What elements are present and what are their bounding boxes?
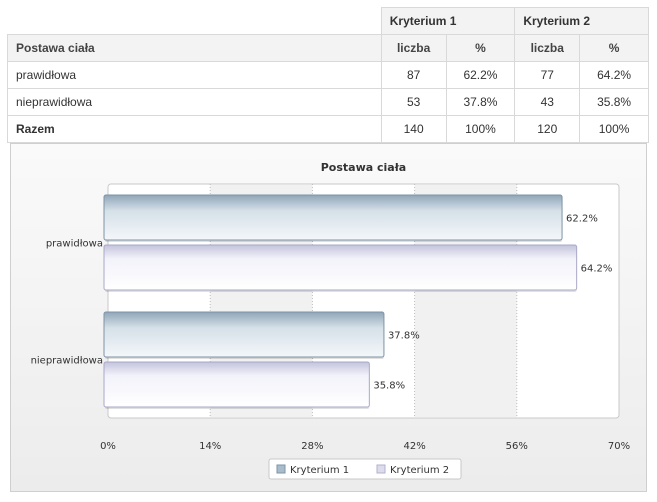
- chart-panel: 0% 14% 28% 42% 56% 70% prawidłowa 62.2% 64.2% nie…: [10, 143, 647, 492]
- col-header-k1-count: liczba: [380, 34, 447, 62]
- table-row-total: Razem 140 100% 120 100%: [7, 115, 649, 143]
- legend: Kryterium 1 Kryterium 2: [268, 458, 462, 480]
- bar: [103, 361, 370, 408]
- bar: [103, 311, 385, 358]
- cell-k2-pct: 100%: [579, 115, 649, 143]
- data-label: 37.8%: [388, 331, 420, 342]
- bar: [103, 244, 578, 291]
- table-row: prawidłowa 87 62.2% 77 64.2%: [7, 61, 649, 89]
- data-label: 64.2%: [581, 264, 613, 275]
- legend-box: [268, 458, 462, 480]
- bars: [103, 194, 578, 409]
- cell-k1-count: 53: [380, 88, 447, 116]
- row-header: Postawa ciała: [7, 34, 382, 62]
- group-header-row: Kryterium 1 Kryterium 2: [7, 7, 649, 35]
- cell-k2-count: 43: [514, 88, 581, 116]
- cell-k1-pct: 62.2%: [445, 61, 516, 89]
- x-tick-label: 28%: [301, 441, 323, 452]
- x-tick-label: 0%: [100, 441, 116, 452]
- blank-corner: [7, 7, 382, 35]
- labels: 0% 14% 28% 42% 56% 70% prawidłowa 62.2% 64.2% nie…: [31, 214, 631, 453]
- row-label-total: Razem: [7, 115, 382, 143]
- data-label: 35.8%: [373, 381, 405, 392]
- data-label: 62.2%: [566, 214, 598, 225]
- results-table: Kryterium 1 Kryterium 2 Postawa ciała li…: [7, 7, 649, 143]
- col-header-k2-count: liczba: [514, 34, 581, 62]
- x-tick-label: 14%: [199, 441, 221, 452]
- x-tick-label: 70%: [608, 441, 630, 452]
- x-tick-label: 42%: [403, 441, 425, 452]
- legend-swatch: [376, 464, 386, 474]
- col-header-k1-pct: %: [445, 34, 516, 62]
- table-row: nieprawidłowa 53 37.8% 43 35.8%: [7, 88, 649, 116]
- cell-k2-count: 77: [514, 61, 581, 89]
- cell-k1-count: 140: [380, 115, 447, 143]
- x-tick-label: 56%: [506, 441, 528, 452]
- cell-k1-pct: 37.8%: [445, 88, 516, 116]
- col-header-k2-pct: %: [579, 34, 649, 62]
- column-header-row: Postawa ciała liczba % liczba %: [7, 34, 649, 62]
- legend-label: Kryterium 1: [290, 465, 349, 476]
- category-label: prawidłowa: [46, 239, 103, 250]
- group-header-k1: Kryterium 1: [380, 7, 516, 35]
- cell-k2-pct: 64.2%: [579, 61, 649, 89]
- chart-title: Postawa ciała: [321, 161, 406, 174]
- legend-label: Kryterium 2: [390, 465, 449, 476]
- category-label: nieprawidłowa: [31, 356, 103, 367]
- row-label: nieprawidłowa: [7, 88, 382, 116]
- cell-k1-pct: 100%: [445, 115, 516, 143]
- cell-k1-count: 87: [380, 61, 447, 89]
- bar: [103, 194, 563, 241]
- group-header-k2: Kryterium 2: [514, 7, 649, 35]
- cell-k2-count: 120: [514, 115, 581, 143]
- bar-chart: 0% 14% 28% 42% 56% 70% prawidłowa 62.2% 64.2% nie…: [31, 161, 631, 480]
- legend-swatch: [276, 464, 286, 474]
- row-label: prawidłowa: [7, 61, 382, 89]
- cell-k2-pct: 35.8%: [579, 88, 649, 116]
